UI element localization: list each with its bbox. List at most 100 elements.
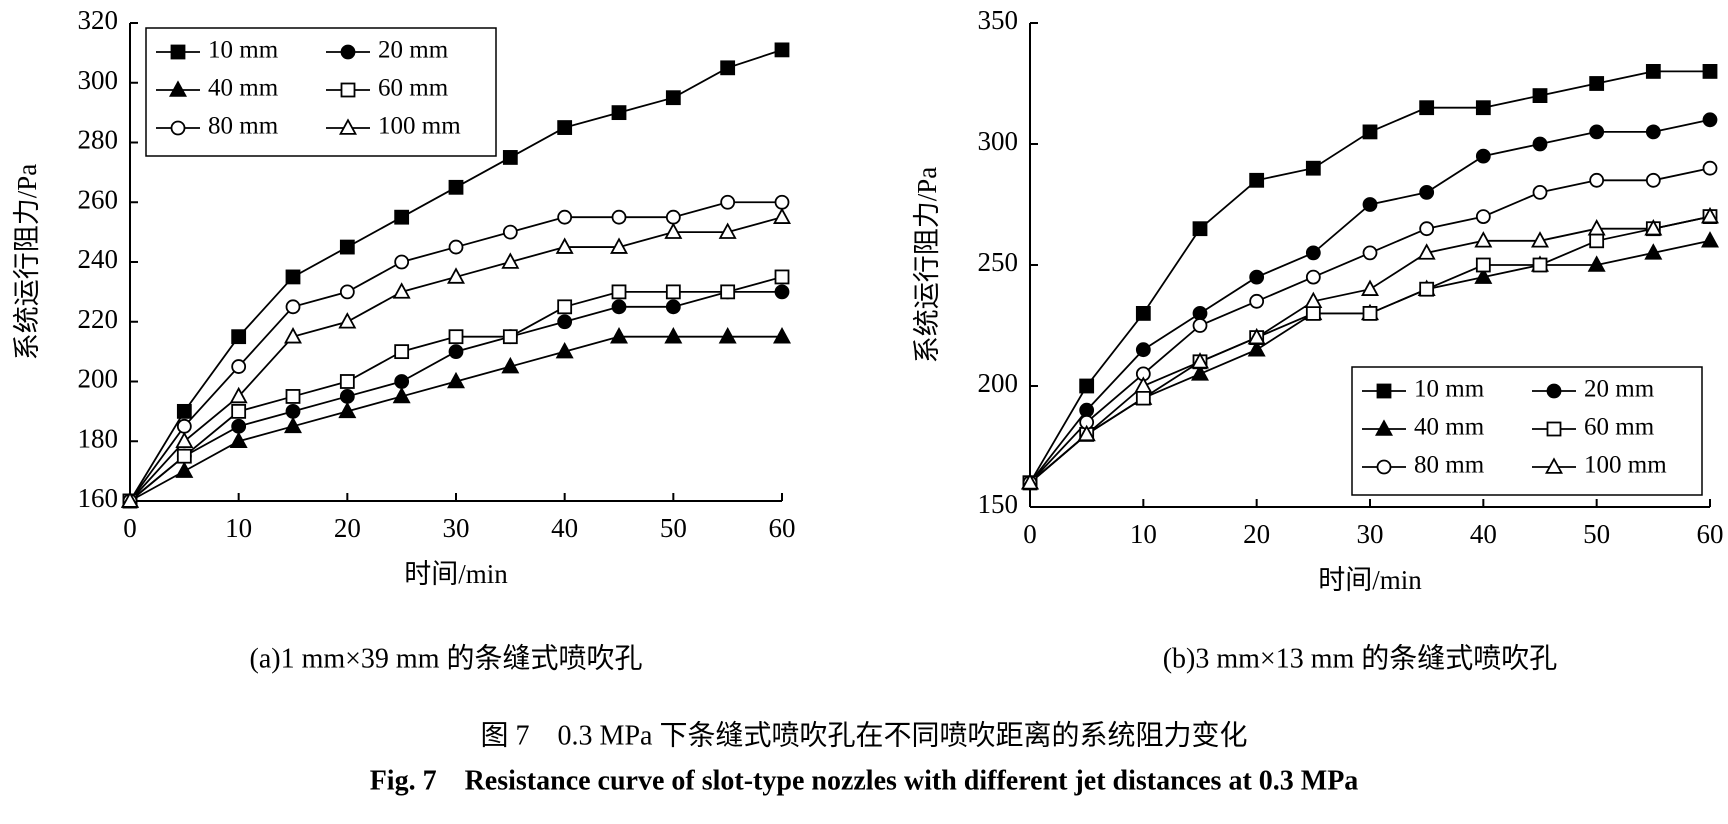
data-point xyxy=(176,403,192,419)
data-point xyxy=(1474,267,1493,284)
series-line xyxy=(129,290,782,502)
data-point xyxy=(557,120,573,135)
legend-label: 10 mm xyxy=(1414,376,1485,403)
data-point xyxy=(1475,209,1491,225)
data-point xyxy=(502,329,518,345)
chart-caption: (a)1 mm×39 mm 的条缝式喷吹孔 xyxy=(250,642,643,674)
x-axis-label: 时间/min xyxy=(404,559,508,589)
data-point xyxy=(1305,305,1321,321)
x-tick-label: 50 xyxy=(1583,519,1610,549)
data-point xyxy=(394,344,410,360)
data-point xyxy=(502,150,518,165)
data-point xyxy=(611,209,627,225)
data-point xyxy=(1532,136,1548,152)
data-point xyxy=(1077,424,1096,442)
data-point xyxy=(1419,184,1435,200)
data-point xyxy=(610,237,628,254)
x-tick-label: 60 xyxy=(769,513,796,543)
legend-label: 100 mm xyxy=(1584,452,1667,479)
x-tick-label: 10 xyxy=(225,513,252,543)
data-point xyxy=(1079,378,1095,394)
legend-marker xyxy=(1375,419,1393,436)
data-point xyxy=(1475,100,1491,116)
data-point xyxy=(1645,64,1661,79)
data-point xyxy=(285,389,301,404)
data-point xyxy=(611,299,627,315)
data-point xyxy=(1021,473,1039,490)
data-point xyxy=(448,179,464,195)
legend-marker xyxy=(340,82,356,98)
data-point xyxy=(231,359,247,374)
data-point xyxy=(1305,269,1321,285)
data-point xyxy=(1475,257,1491,273)
series-line xyxy=(129,335,782,502)
data-point xyxy=(339,284,355,300)
data-point xyxy=(1362,197,1378,212)
x-tick-label: 0 xyxy=(1023,519,1037,549)
data-point xyxy=(773,207,791,224)
data-point xyxy=(176,448,192,464)
legend-box xyxy=(1351,366,1703,496)
data-point xyxy=(1192,305,1208,321)
data-point xyxy=(1587,255,1606,272)
legend-label: 80 mm xyxy=(1414,452,1485,479)
legend-label: 60 mm xyxy=(1584,414,1655,441)
data-point xyxy=(611,105,627,121)
data-point xyxy=(1191,352,1209,369)
y-tick-label: 200 xyxy=(978,368,1019,398)
data-point xyxy=(285,269,301,285)
legend-label: 80 mm xyxy=(208,113,279,140)
data-point xyxy=(1305,245,1321,261)
data-point xyxy=(231,418,247,434)
data-point xyxy=(1474,231,1493,248)
x-tick-label: 20 xyxy=(334,513,361,543)
data-point xyxy=(338,401,357,419)
y-tick-label: 260 xyxy=(78,184,119,214)
data-point xyxy=(501,252,520,269)
data-point xyxy=(1419,221,1435,237)
data-point xyxy=(1644,243,1663,260)
data-point xyxy=(1532,184,1548,200)
x-tick-label: 50 xyxy=(660,513,687,543)
data-point xyxy=(448,329,464,345)
legend-marker xyxy=(1546,383,1562,399)
x-tick-label: 40 xyxy=(551,513,578,543)
data-point xyxy=(1135,305,1151,321)
data-point xyxy=(1362,245,1378,261)
data-point xyxy=(338,312,357,329)
x-tick-label: 40 xyxy=(1470,519,1497,549)
data-point xyxy=(284,327,302,344)
data-point xyxy=(555,237,574,254)
legend-marker xyxy=(340,44,356,60)
data-point xyxy=(1361,279,1379,296)
data-point xyxy=(175,431,194,449)
legend-label: 20 mm xyxy=(378,37,449,64)
x-tick-label: 60 xyxy=(1697,519,1724,549)
data-point xyxy=(1192,221,1208,237)
y-tick-label: 250 xyxy=(978,247,1019,277)
data-point xyxy=(1304,291,1323,309)
y-tick-label: 350 xyxy=(978,5,1019,35)
data-point xyxy=(555,341,574,359)
data-point xyxy=(1532,257,1548,273)
data-point xyxy=(720,194,736,210)
data-point xyxy=(773,327,791,344)
data-point xyxy=(1249,293,1265,309)
data-point xyxy=(720,284,736,300)
data-point xyxy=(1135,390,1151,406)
data-point xyxy=(665,209,681,225)
data-point xyxy=(285,299,301,315)
x-tick-label: 0 xyxy=(123,513,137,543)
y-tick-label: 150 xyxy=(978,489,1019,519)
data-point xyxy=(447,371,465,389)
data-point xyxy=(339,374,355,389)
figure-caption-cn: 图 7 0.3 MPa 下条缝式喷吹孔在不同喷吹距离的系统阻力变化 xyxy=(481,719,1248,751)
data-point xyxy=(1249,172,1265,188)
legend-marker xyxy=(170,44,186,60)
data-point xyxy=(1702,160,1718,176)
data-point xyxy=(665,299,681,315)
data-point xyxy=(1305,160,1321,176)
chart-caption: (b)3 mm×13 mm 的条缝式喷吹孔 xyxy=(1163,642,1558,674)
data-point xyxy=(284,416,302,434)
